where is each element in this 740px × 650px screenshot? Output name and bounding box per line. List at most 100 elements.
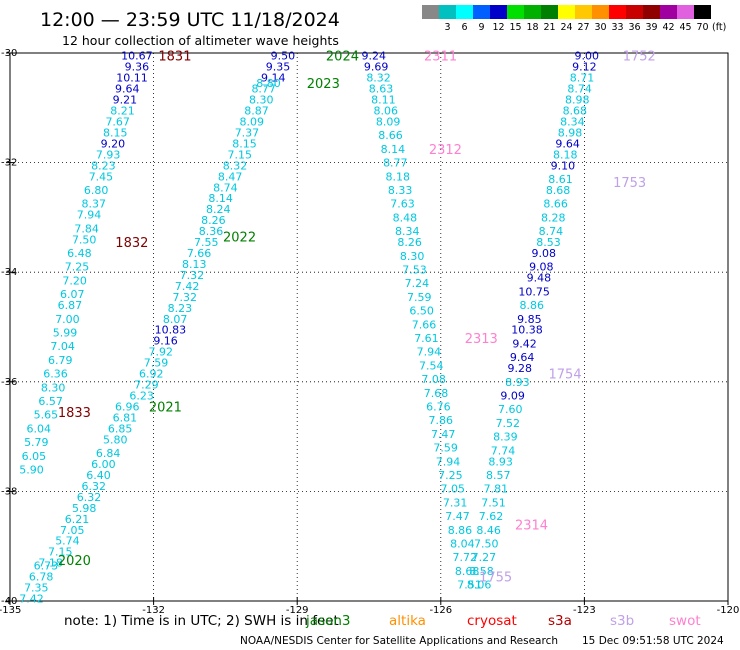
color-scale-label: 3 xyxy=(444,22,450,33)
wave-height-point: 8.15 xyxy=(232,137,257,150)
wave-height-point: 6.78 xyxy=(29,570,54,583)
wave-height-point: 10.83 xyxy=(155,324,187,337)
satellite-legend-s3b: s3b xyxy=(610,613,634,629)
wave-height-point: 7.32 xyxy=(180,269,205,282)
color-scale-label: 30 xyxy=(594,22,606,33)
wave-height-point: 9.08 xyxy=(529,261,554,274)
wave-height-point: 8.07 xyxy=(163,313,188,326)
color-scale-label: 6 xyxy=(461,22,467,33)
pass-time-label: 1831 xyxy=(158,50,191,65)
y-tick-label: -34 xyxy=(1,267,17,278)
wave-height-point: 7.59 xyxy=(144,357,169,370)
wave-height-point: 6.00 xyxy=(91,458,116,471)
wave-height-point: 8.39 xyxy=(493,431,518,444)
wave-height-point: 8.36 xyxy=(199,225,224,238)
wave-height-point: 8.46 xyxy=(476,524,501,537)
pass-time-label: 1753 xyxy=(613,176,646,191)
wave-height-point: 8.37 xyxy=(82,198,107,211)
satellite-legend-swot: swot xyxy=(669,613,701,629)
wave-height-point: 9.16 xyxy=(153,335,178,348)
wave-height-point: 8.26 xyxy=(201,214,226,227)
wave-height-point: 8.15 xyxy=(103,126,128,139)
wave-height-point: 7.47 xyxy=(431,428,456,441)
wave-height-point: 8.58 xyxy=(469,565,494,578)
wave-height-point: 8.14 xyxy=(381,143,406,156)
satellite-legend-s3a: s3a xyxy=(548,613,572,629)
wave-height-point: 8.48 xyxy=(393,211,418,224)
pass-labels: 1831 1832 1833 2024 2023 2022 2021 2020 1752 1753… xyxy=(58,50,656,586)
wave-height-point: 8.74 xyxy=(213,181,238,194)
x-tick-label: -123 xyxy=(573,605,596,616)
color-scale-label: 21 xyxy=(543,22,555,33)
wave-height-point: 6.21 xyxy=(65,513,90,526)
wave-height-point: 7.74 xyxy=(491,444,516,457)
pass-time-label: 2312 xyxy=(429,143,462,158)
color-swatch xyxy=(507,5,524,19)
wave-height-point: 6.80 xyxy=(84,184,109,197)
wave-height-point: 7.59 xyxy=(407,291,432,304)
grid-lines xyxy=(10,53,728,601)
wave-height-point: 8.86 xyxy=(519,299,544,312)
color-swatch xyxy=(422,5,439,19)
color-scale-label: 15 xyxy=(509,22,521,33)
wave-height-point: 7.94 xyxy=(77,209,102,222)
wave-height-point: 7.15 xyxy=(48,546,73,559)
wave-height-point: 7.15 xyxy=(228,148,253,161)
wave-height-point: 8.74 xyxy=(567,83,592,96)
wave-height-point: 7.50 xyxy=(72,233,97,246)
wave-height-point: 9.14 xyxy=(261,72,286,85)
wave-height-point: 8.80 xyxy=(256,77,281,90)
wave-height-point: 9.24 xyxy=(362,50,387,63)
wave-height-point: 10.11 xyxy=(116,72,148,85)
color-scale-label: 39 xyxy=(645,22,657,33)
wave-height-point: 8.11 xyxy=(371,94,396,107)
wave-height-point: 9.21 xyxy=(113,94,138,107)
pass-time-label: 1755 xyxy=(479,570,512,585)
wave-height-point: 5.79 xyxy=(24,436,49,449)
wave-height-point: 7.42 xyxy=(175,280,200,293)
wave-height-point: 7.42 xyxy=(19,592,44,605)
color-swatch xyxy=(660,5,677,19)
color-scale-label: 12 xyxy=(492,22,504,33)
wave-height-point: 7.68 xyxy=(424,387,449,400)
wave-height-point: 8.06 xyxy=(467,579,492,592)
wave-height-point: 8.24 xyxy=(206,203,231,216)
wave-height-point: 8.61 xyxy=(548,173,573,186)
wave-height-point: 6.05 xyxy=(22,450,47,463)
wave-height-point: 9.69 xyxy=(364,61,389,74)
wave-height-point: 8.21 xyxy=(110,105,135,118)
wave-height-point: 7.86 xyxy=(429,414,454,427)
wave-height-point: 8.13 xyxy=(182,258,207,271)
wave-height-point: 7.31 xyxy=(443,496,468,509)
wave-height-point: 9.48 xyxy=(527,272,552,285)
wave-height-point: 8.18 xyxy=(385,170,410,183)
y-tick-label: -30 xyxy=(1,48,17,59)
wave-height-point: 10.75 xyxy=(518,285,550,298)
y-axis-ticks: -30 -32 -34 -36 -38 -40 xyxy=(1,48,17,607)
color-scale-label: 9 xyxy=(478,22,484,33)
credit-text: NOAA/NESDIS Center for Satellite Applica… xyxy=(240,635,558,647)
wave-height-point: 6.76 xyxy=(426,400,451,413)
color-scale-label: 24 xyxy=(560,22,572,33)
wave-height-point: 5.74 xyxy=(55,535,80,548)
wave-height-point: 8.87 xyxy=(244,105,269,118)
wave-height-point: 7.62 xyxy=(479,510,504,523)
wave-height-point: 5.99 xyxy=(53,326,78,339)
pass-time-label: 2313 xyxy=(465,332,498,347)
wave-height-point: 7.60 xyxy=(498,403,523,416)
wave-height-point: 7.67 xyxy=(105,116,130,129)
color-swatch xyxy=(541,5,558,19)
chart-title: 12:00 — 23:59 UTC 11/18/2024 xyxy=(40,9,340,31)
pass-time-label: 1832 xyxy=(115,236,148,251)
wave-height-point: 7.66 xyxy=(412,318,437,331)
wave-height-point: 7.72 xyxy=(452,551,477,564)
wave-height-point: 6.04 xyxy=(26,422,51,435)
wave-height-point: 5.90 xyxy=(19,463,44,476)
color-scale-label: 70 xyxy=(696,22,708,33)
wave-height-point: 7.94 xyxy=(417,346,442,359)
y-tick-label: -38 xyxy=(1,486,17,497)
chart-subtitle: 12 hour collection of altimeter wave hei… xyxy=(62,33,339,48)
wave-height-point: 6.96 xyxy=(115,400,140,413)
wave-height-point: 7.50 xyxy=(474,537,499,550)
wave-height-point: 7.45 xyxy=(89,170,114,183)
